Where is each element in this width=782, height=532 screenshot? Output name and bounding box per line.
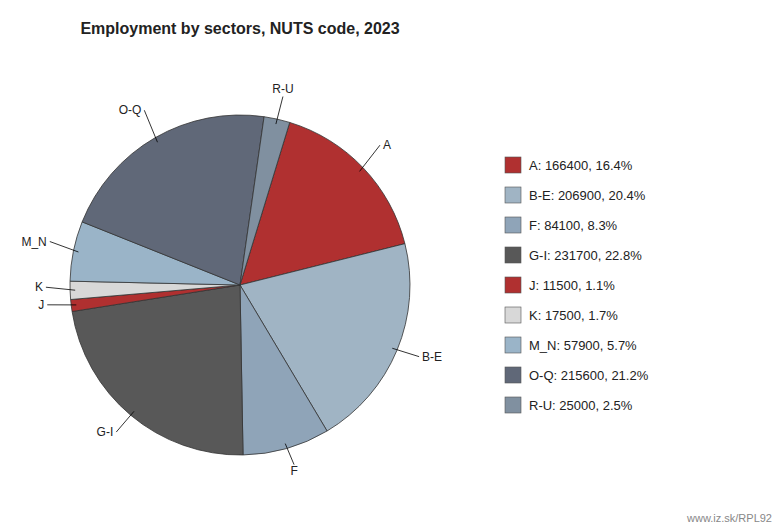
legend-swatch xyxy=(505,397,521,413)
slice-label: M_N xyxy=(21,235,46,249)
title: Employment by sectors, NUTS code, 2023 xyxy=(80,20,399,37)
leader-line xyxy=(360,145,380,171)
chart: Employment by sectors, NUTS code, 2023 A B… xyxy=(0,0,782,532)
slice-label: A xyxy=(383,138,391,152)
legend-label: O-Q: 215600, 21.2% xyxy=(529,368,649,383)
legend-label: A: 166400, 16.4% xyxy=(529,158,633,173)
legend-swatch xyxy=(505,247,521,263)
slice-label: O-Q xyxy=(119,103,142,117)
slice-label: G-I xyxy=(97,425,114,439)
slice xyxy=(240,285,327,455)
legend-swatch xyxy=(505,277,521,293)
legend-label: K: 17500, 1.7% xyxy=(529,308,618,323)
slice-label: B-E xyxy=(422,350,442,364)
pie xyxy=(70,115,410,455)
leader-line xyxy=(116,411,134,432)
legend-label: G-I: 231700, 22.8% xyxy=(529,248,642,263)
legend-label: M_N: 57900, 5.7% xyxy=(529,338,637,353)
watermark: www.iz.sk/RPL92 xyxy=(686,512,772,524)
legend-label: J: 11500, 1.1% xyxy=(529,278,615,293)
leader-line xyxy=(50,242,79,252)
legend-swatch xyxy=(505,337,521,353)
slice-labels: A B-E F G-I JK M_N O-Q R-U xyxy=(21,82,442,478)
legend-label: F: 84100, 8.3% xyxy=(529,218,618,233)
legend-swatch xyxy=(505,307,521,323)
leader-line xyxy=(47,304,76,305)
slice xyxy=(240,117,290,285)
slice-label: J xyxy=(38,298,44,312)
leader-line xyxy=(285,444,294,465)
leader-line xyxy=(46,287,75,290)
leader-line xyxy=(276,97,283,125)
legend-swatch xyxy=(505,187,521,203)
slice xyxy=(82,115,264,285)
slice xyxy=(72,285,243,455)
legend-swatch xyxy=(505,367,521,383)
leader-line xyxy=(392,348,419,356)
legend-swatch xyxy=(505,157,521,173)
legend-swatch xyxy=(505,217,521,233)
leader-line xyxy=(144,110,157,142)
slice-label: R-U xyxy=(272,82,293,96)
slice-label: F xyxy=(290,464,297,478)
slice-label: K xyxy=(35,280,43,294)
legend-label: B-E: 206900, 20.4% xyxy=(529,188,646,203)
legend-label: R-U: 25000, 2.5% xyxy=(529,398,633,413)
legend: A: 166400, 16.4% B-E: 206900, 20.4% F: 841… xyxy=(505,157,649,413)
